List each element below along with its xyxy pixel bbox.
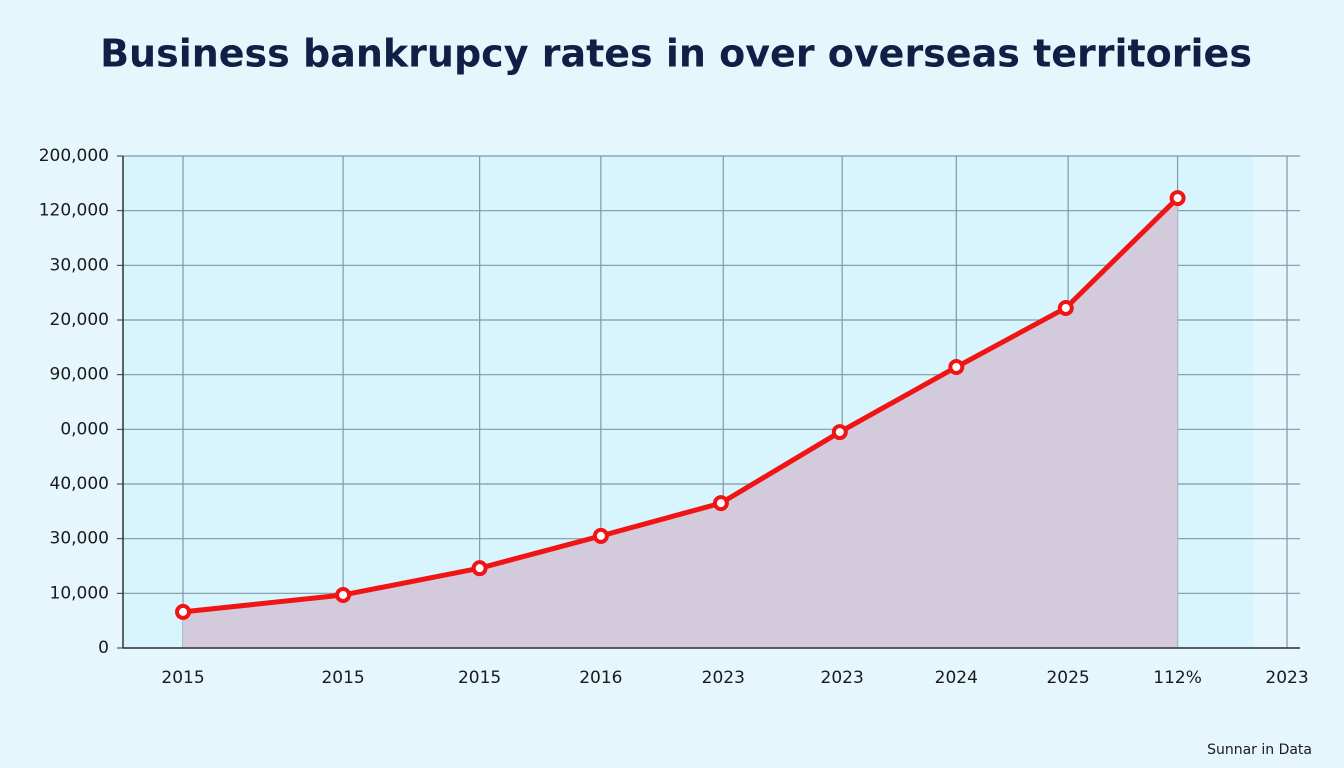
x-tick-label: 2015 bbox=[161, 668, 204, 688]
point bbox=[1057, 299, 1074, 316]
y-tick-label: 200,000 bbox=[39, 146, 109, 166]
y-tick-label: 20,000 bbox=[50, 310, 109, 330]
point bbox=[175, 603, 192, 620]
y-tick-label: 90,000 bbox=[50, 365, 109, 385]
chart-title: Business bankrupcy rates in over oversea… bbox=[100, 32, 1252, 76]
y-tick-label: 40,000 bbox=[50, 474, 109, 494]
x-tick-label: 2015 bbox=[458, 668, 501, 688]
point bbox=[831, 424, 848, 441]
x-tick-label: 2023 bbox=[702, 668, 745, 688]
point bbox=[948, 359, 965, 376]
x-tick-label: 112% bbox=[1153, 668, 1202, 688]
x-tick-label: 2016 bbox=[579, 668, 622, 688]
point bbox=[712, 495, 729, 512]
y-tick-label: 10,000 bbox=[50, 583, 109, 603]
point bbox=[1169, 190, 1186, 207]
y-tick-label: 30,000 bbox=[50, 529, 109, 549]
x-tick-label: 2025 bbox=[1046, 668, 1089, 688]
point bbox=[335, 586, 352, 603]
area bbox=[183, 198, 1178, 649]
y-tick-label: 30,000 bbox=[50, 255, 109, 275]
point bbox=[471, 560, 488, 577]
x-tick-label: 2015 bbox=[321, 668, 364, 688]
marks bbox=[175, 190, 1186, 649]
x-tick-label: 2023 bbox=[1265, 668, 1308, 688]
source-note: Sunnar in Data bbox=[1207, 742, 1312, 758]
point bbox=[592, 527, 609, 544]
x-tick-label: 2023 bbox=[821, 668, 864, 688]
x-tick-label: 2024 bbox=[935, 668, 978, 688]
y-tick-label: 0 bbox=[98, 638, 109, 658]
y-tick-label: 120,000 bbox=[39, 201, 109, 221]
grid bbox=[123, 155, 1300, 649]
y-tick-label: 0,000 bbox=[60, 419, 109, 439]
